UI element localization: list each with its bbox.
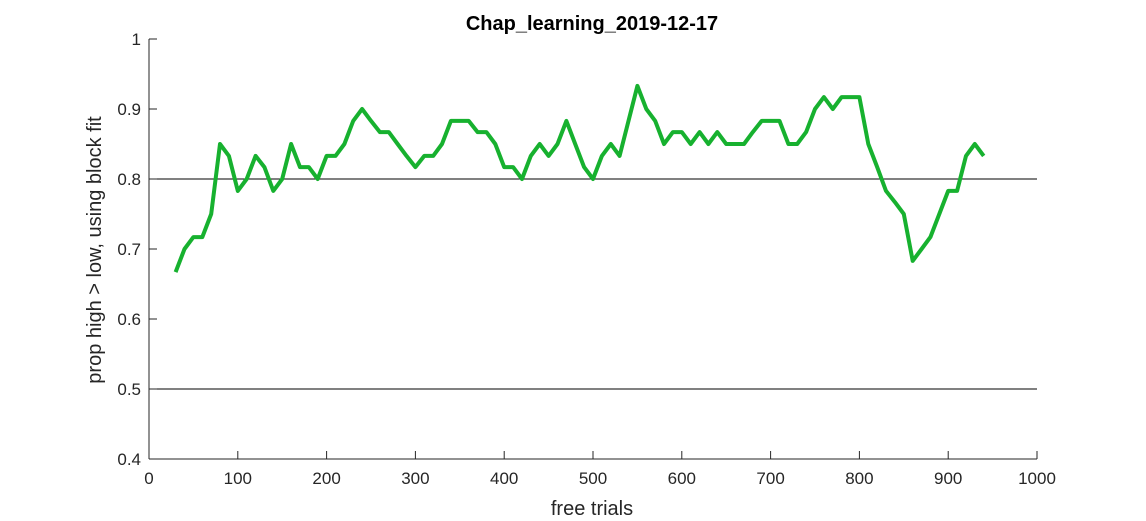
x-tick-label: 200 xyxy=(312,469,340,488)
x-tick-label: 600 xyxy=(668,469,696,488)
x-axis-ticks: 0 100 200 300 400 500 600 700 800 900 1000 xyxy=(144,451,1056,488)
y-tick-label: 0.4 xyxy=(117,450,141,469)
y-tick-label: 0.5 xyxy=(117,380,141,399)
x-tick-label: 1000 xyxy=(1018,469,1056,488)
chart-title: Chap_learning_2019-12-17 xyxy=(466,13,718,35)
y-tick-label: 1 xyxy=(132,30,141,49)
series-line xyxy=(173,83,986,273)
x-tick-label: 300 xyxy=(401,469,429,488)
y-tick-label: 0.7 xyxy=(117,240,141,259)
x-tick-label: 100 xyxy=(224,469,252,488)
y-axis-ticks: 0.4 0.5 0.6 0.7 0.8 0.9 1 xyxy=(117,30,157,469)
y-axis-label: prop high > low, using block fit xyxy=(84,116,106,384)
x-tick-label: 500 xyxy=(579,469,607,488)
x-tick-label: 700 xyxy=(756,469,784,488)
x-tick-label: 800 xyxy=(845,469,873,488)
y-tick-label: 0.6 xyxy=(117,310,141,329)
x-axis-label: free trials xyxy=(551,498,633,520)
y-tick-label: 0.9 xyxy=(117,100,141,119)
y-tick-label: 0.8 xyxy=(117,170,141,189)
x-tick-label: 900 xyxy=(934,469,962,488)
series-layer xyxy=(173,83,986,273)
x-tick-label: 0 xyxy=(144,469,153,488)
x-tick-label: 400 xyxy=(490,469,518,488)
